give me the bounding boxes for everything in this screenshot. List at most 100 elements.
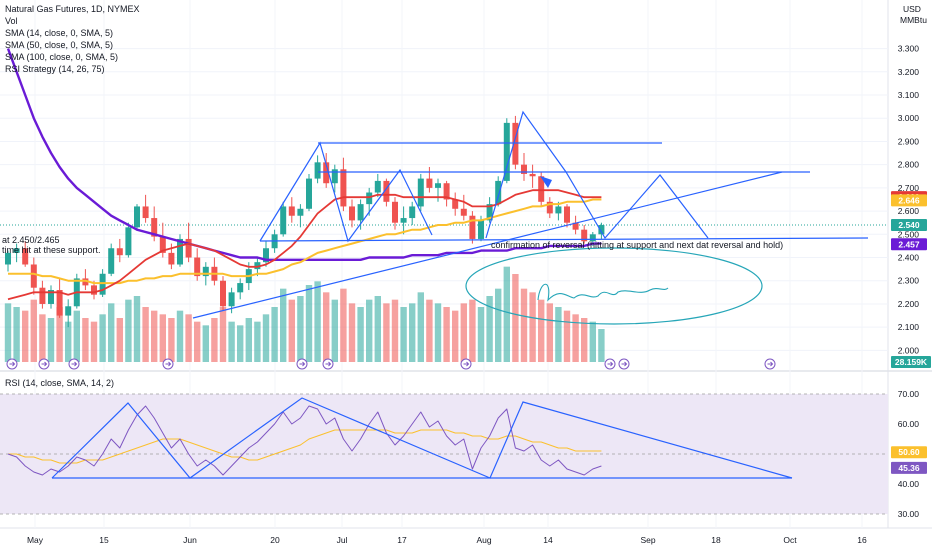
price-tick-label: 2.400 [898, 253, 920, 263]
candle-body [452, 199, 459, 209]
volume-bar [47, 318, 55, 362]
volume-bar [133, 296, 141, 362]
legend-sma100: SMA (100, close, 0, SMA, 5) [5, 52, 118, 62]
price-tick-label: 2.500 [898, 229, 920, 239]
candle-body [280, 206, 287, 235]
candle-body [22, 248, 29, 265]
volume-bar [546, 303, 553, 362]
volume-bar [288, 299, 295, 362]
price-badge [891, 219, 927, 232]
candle-body [383, 180, 390, 202]
volume-bar [168, 318, 175, 362]
price-tick-label: 3.200 [898, 67, 920, 77]
volume-bar [116, 318, 123, 362]
volume-bar [90, 321, 98, 362]
sma14-line [7, 189, 602, 301]
candle-body [495, 180, 502, 205]
volume-bar [280, 288, 287, 362]
rsi-badge [891, 461, 927, 474]
volume-bar [572, 314, 579, 362]
candle-body [108, 248, 115, 274]
volume-bar [581, 318, 588, 362]
candle-body [5, 252, 11, 265]
legend-sma50: SMA (50, close, 0, SMA, 5) [5, 40, 113, 50]
sma100-line [6, 48, 602, 261]
volume-bar [99, 314, 106, 362]
volume-bar [13, 307, 20, 362]
candle-body [220, 280, 226, 307]
legend-sma14: SMA (14, close, 0, SMA, 5) [5, 28, 113, 38]
rsi-tick-label: 70.00 [898, 389, 920, 399]
rsi-tick-label: 40.00 [898, 479, 920, 489]
volume-bar [56, 307, 63, 362]
price-badge [891, 238, 927, 251]
rsi-pane-title: RSI (14, close, SMA, 14, 2) [5, 378, 114, 388]
candle-body [529, 173, 536, 177]
candle-body [426, 178, 433, 188]
volume-bar [383, 303, 390, 362]
candle-body [478, 220, 484, 239]
volume-bar [348, 303, 356, 362]
candle-body [314, 162, 321, 179]
candle-body [177, 238, 183, 265]
volume-bar [391, 299, 399, 362]
candle-body [400, 218, 407, 223]
candle-body [125, 227, 132, 256]
candle-body [297, 208, 304, 216]
price-badge [891, 194, 927, 207]
volume-bar [469, 299, 476, 362]
time-tick-label: Oct [783, 535, 797, 545]
volume-bar [22, 310, 29, 362]
event-arrow-icon [621, 361, 628, 367]
time-tick-label: 15 [99, 535, 109, 545]
left-note-2: time hit at these support. [2, 245, 101, 255]
event-arrow-icon [607, 361, 614, 367]
candle-body [142, 206, 149, 219]
time-tick-label: Jul [337, 535, 348, 545]
volume-bar [520, 288, 528, 362]
handwriting-scribble [537, 283, 669, 302]
price-tick-label: 2.800 [898, 160, 920, 170]
volume-badge-label: 28.159K [895, 357, 928, 367]
unit-label: MMBtu [900, 15, 927, 25]
price-badge-label: 2.646 [898, 195, 920, 205]
currency-label: USD [903, 4, 921, 14]
rsi-line [7, 405, 602, 476]
candle-body [435, 183, 441, 188]
volume-bar [4, 303, 12, 362]
volume-bar [159, 314, 166, 362]
rsi-trendline [51, 397, 793, 479]
candle-body [349, 206, 355, 221]
candle-body [168, 252, 175, 265]
trendline [192, 171, 783, 319]
volume-bar [366, 299, 373, 362]
volume-bar [125, 299, 132, 362]
candle-body [288, 206, 295, 216]
danger-zone-ellipse [465, 247, 763, 325]
volume-bar [409, 303, 416, 362]
candle-body [331, 169, 338, 184]
volume-bar [82, 318, 89, 362]
volume-bar [417, 292, 424, 362]
time-tick-label: Jun [183, 535, 197, 545]
candle-body [13, 248, 20, 253]
candle-body [366, 192, 373, 205]
axes-layer: 3.300 3.200 3.100 3.000 2.900 2.800 2.700 2.600… [6, 44, 931, 545]
rsi-pane [0, 393, 888, 515]
event-arrow-icon [41, 361, 48, 367]
event-arrow-icon [165, 361, 172, 367]
candle-body [417, 178, 424, 207]
volume-bars [4, 266, 605, 362]
volume-bar [589, 321, 596, 362]
volume-bar [340, 288, 347, 362]
volume-bar [228, 321, 235, 362]
volume-bar [30, 299, 37, 362]
rsi-sma-line [8, 429, 602, 464]
candle-body [48, 290, 54, 304]
time-tick-label: 18 [711, 535, 721, 545]
candle-body [194, 257, 201, 277]
trendline [259, 237, 869, 242]
candle-body [65, 306, 72, 316]
